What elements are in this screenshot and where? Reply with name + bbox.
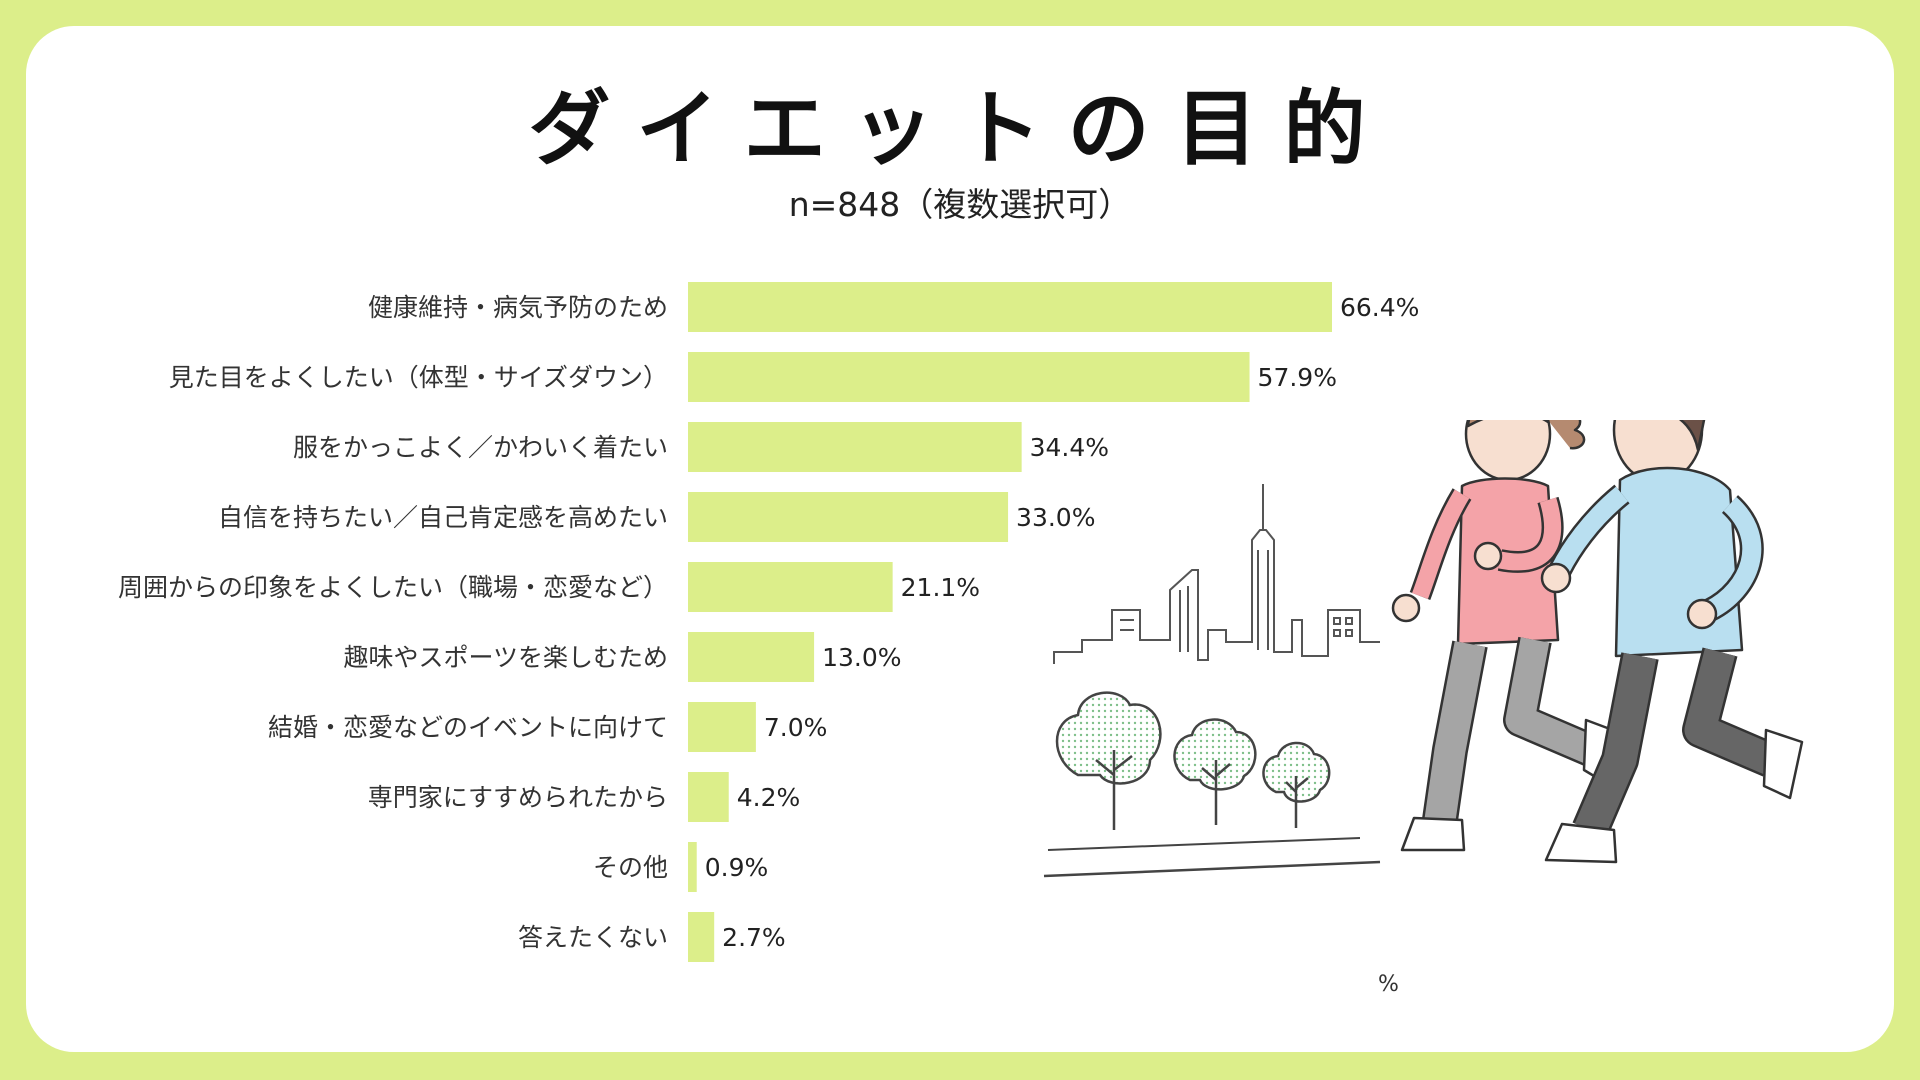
bar bbox=[688, 912, 715, 962]
category-label: 服をかっこよく／かわいく着たい bbox=[293, 433, 668, 462]
category-label: その他 bbox=[593, 853, 668, 882]
category-label: 健康維持・病気予防のため bbox=[368, 293, 668, 322]
value-label: 34.4% bbox=[1030, 433, 1109, 462]
value-label: 4.2% bbox=[737, 783, 801, 812]
bar bbox=[688, 422, 1022, 472]
category-label: 見た目をよくしたい（体型・サイズダウン） bbox=[169, 363, 668, 392]
category-label: 結婚・恋愛などのイベントに向けて bbox=[268, 713, 668, 742]
category-label: 答えたくない bbox=[518, 923, 668, 952]
value-label: 66.4% bbox=[1340, 293, 1419, 322]
chart-title: ダイエットの目的 bbox=[528, 82, 1392, 177]
category-label: 趣味やスポーツを楽しむため bbox=[343, 643, 668, 672]
bar bbox=[688, 842, 697, 892]
bar bbox=[688, 562, 893, 612]
category-label: 周囲からの印象をよくしたい（職場・恋愛など） bbox=[118, 573, 668, 602]
bar bbox=[688, 352, 1250, 402]
bar bbox=[688, 282, 1332, 332]
footnote-text: % bbox=[1378, 972, 1399, 997]
bar bbox=[688, 702, 756, 752]
jogging-couple-illustration bbox=[1043, 420, 1804, 878]
value-label: 0.9% bbox=[705, 853, 769, 882]
ground-line bbox=[1043, 860, 1381, 878]
value-label: 33.0% bbox=[1016, 503, 1095, 532]
category-label: 専門家にすすめられたから bbox=[368, 783, 668, 812]
man-runner-icon bbox=[1540, 420, 1804, 864]
tree-icon bbox=[1262, 741, 1331, 828]
city-skyline-icon bbox=[1053, 484, 1380, 664]
bar bbox=[688, 632, 815, 682]
bar bbox=[688, 492, 1009, 542]
value-label: 2.7% bbox=[722, 923, 786, 952]
tree-icon bbox=[1173, 718, 1257, 825]
bar bbox=[688, 772, 729, 822]
value-label: 21.1% bbox=[901, 573, 980, 602]
tree-icon bbox=[1055, 691, 1162, 830]
ground-line bbox=[1047, 837, 1361, 851]
chart-subtitle: n=848（複数選択可） bbox=[788, 185, 1132, 224]
woman-runner-icon bbox=[1391, 420, 1620, 852]
value-label: 57.9% bbox=[1258, 363, 1337, 392]
value-label: 7.0% bbox=[764, 713, 828, 742]
category-label: 自信を持ちたい／自己肯定感を高めたい bbox=[218, 503, 668, 532]
value-label: 13.0% bbox=[822, 643, 901, 672]
